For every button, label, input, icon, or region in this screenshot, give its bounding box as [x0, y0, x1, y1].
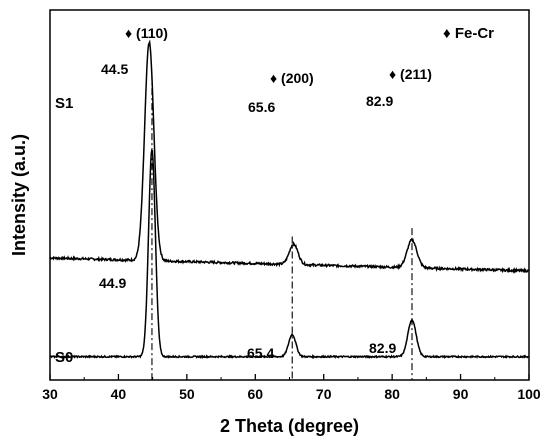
x-axis-title: 2 Theta (degree) [220, 416, 359, 436]
x-tick-label: 30 [42, 386, 58, 402]
x-tick-label: 70 [316, 386, 332, 402]
plane-label: ♦ (200) [270, 70, 314, 86]
x-tick-label: 40 [111, 386, 127, 402]
series-line-s1 [49, 39, 530, 274]
series-label-s0: S0 [55, 349, 73, 366]
x-tick-label: 60 [247, 386, 263, 402]
peak-value-label: 82.9 [366, 93, 393, 109]
x-tick-label: 90 [453, 386, 469, 402]
peak-value-label: 44.9 [99, 275, 126, 291]
peak-value-label: 65.4 [247, 345, 274, 361]
series-label-s1: S1 [55, 95, 73, 112]
peak-value-label: 65.6 [248, 99, 275, 115]
plot-area: 30 40 50 60 70 80 90 100 2 Theta (degree) Intensi… [9, 9, 541, 436]
x-tick-label: 100 [517, 386, 541, 402]
plane-label: ♦ (211) [389, 66, 432, 82]
series-line-s0 [49, 148, 530, 360]
plane-label: ♦ (110) [125, 25, 168, 41]
x-tick-label: 80 [384, 386, 400, 402]
peak-value-label: 44.5 [101, 61, 128, 77]
peak-value-label: 82.9 [369, 340, 396, 356]
legend-entry: ♦ Fe-Cr [443, 25, 494, 42]
y-axis-title: Intensity (a.u.) [9, 134, 29, 256]
x-tick-label: 50 [179, 386, 195, 402]
